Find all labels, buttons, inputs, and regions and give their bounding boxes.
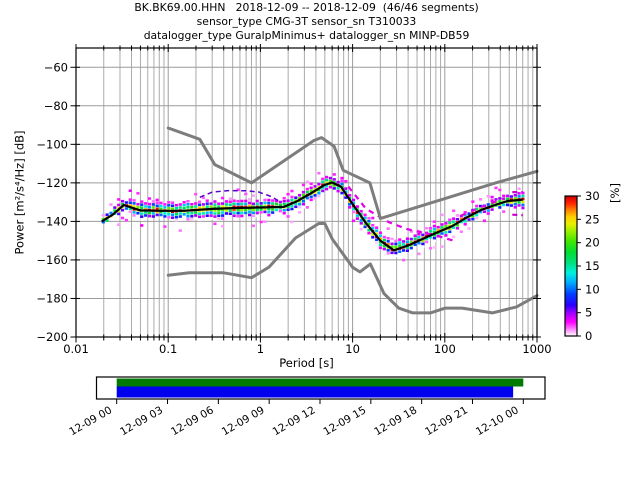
time-tick-label: 12-09 00 <box>67 404 114 438</box>
time-tick-label: 12-10 00 <box>474 404 521 438</box>
svg-text:−60: −60 <box>44 60 68 74</box>
x-axis-label: Period [s] <box>279 356 334 370</box>
nlnm-line <box>166 222 539 315</box>
svg-text:10: 10 <box>585 282 600 296</box>
time-tick-label: 12-09 09 <box>220 404 267 438</box>
noise-model-lines <box>166 126 539 315</box>
x-tick-labels: 0.01 0.1 1 10 100 1000 <box>63 342 551 356</box>
plot-title: BK.BK69.00.HHN 2018-12-09 -- 2018-12-09 … <box>134 1 479 14</box>
plot-axes <box>70 44 541 343</box>
svg-text:15: 15 <box>585 259 600 273</box>
svg-text:1000: 1000 <box>522 342 551 356</box>
svg-text:5: 5 <box>585 306 592 320</box>
svg-text:100: 100 <box>434 342 456 356</box>
nhnm-line <box>166 126 539 220</box>
svg-text:0.1: 0.1 <box>159 342 177 356</box>
svg-text:−180: −180 <box>36 291 68 305</box>
plot-subtitle-datalogger: datalogger_type GuralpMinimus+ datalogge… <box>143 29 470 42</box>
colorbar: 0 5 10 15 20 25 30 <box>564 189 600 343</box>
svg-text:0: 0 <box>585 329 592 343</box>
svg-text:20: 20 <box>585 236 600 250</box>
svg-text:−80: −80 <box>44 99 68 113</box>
time-tick-labels: 12-09 00 12-09 03 12-09 06 12-09 09 12-09 12… <box>67 404 520 438</box>
time-tick-label: 12-09 21 <box>423 404 470 438</box>
time-tick-label: 12-09 03 <box>118 404 165 438</box>
svg-text:−100: −100 <box>36 137 68 151</box>
svg-text:−160: −160 <box>36 253 68 267</box>
svg-text:10: 10 <box>345 342 360 356</box>
svg-text:−140: −140 <box>36 214 68 228</box>
svg-text:−200: −200 <box>36 330 68 344</box>
svg-text:−120: −120 <box>36 176 68 190</box>
time-tick-label: 12-09 06 <box>169 404 216 438</box>
time-tick-label: 12-09 12 <box>271 404 318 438</box>
plot-subtitle-sensor: sensor_type CMG-3T sensor_sn T310033 <box>196 15 417 28</box>
time-tick-label: 12-09 18 <box>372 404 419 438</box>
y-tick-labels: −60 −80 −100 −120 −140 −160 −180 −200 <box>36 60 68 344</box>
ppsd-histogram <box>101 171 525 262</box>
time-coverage-bar <box>95 376 546 404</box>
svg-text:25: 25 <box>585 212 600 226</box>
svg-text:30: 30 <box>585 189 600 203</box>
svg-text:0.01: 0.01 <box>63 342 89 356</box>
time-tick-label: 12-09 15 <box>321 404 368 438</box>
svg-text:1: 1 <box>257 342 264 356</box>
ppsd-mode-line <box>101 181 523 252</box>
low-probability-dashed-lines <box>199 186 523 242</box>
